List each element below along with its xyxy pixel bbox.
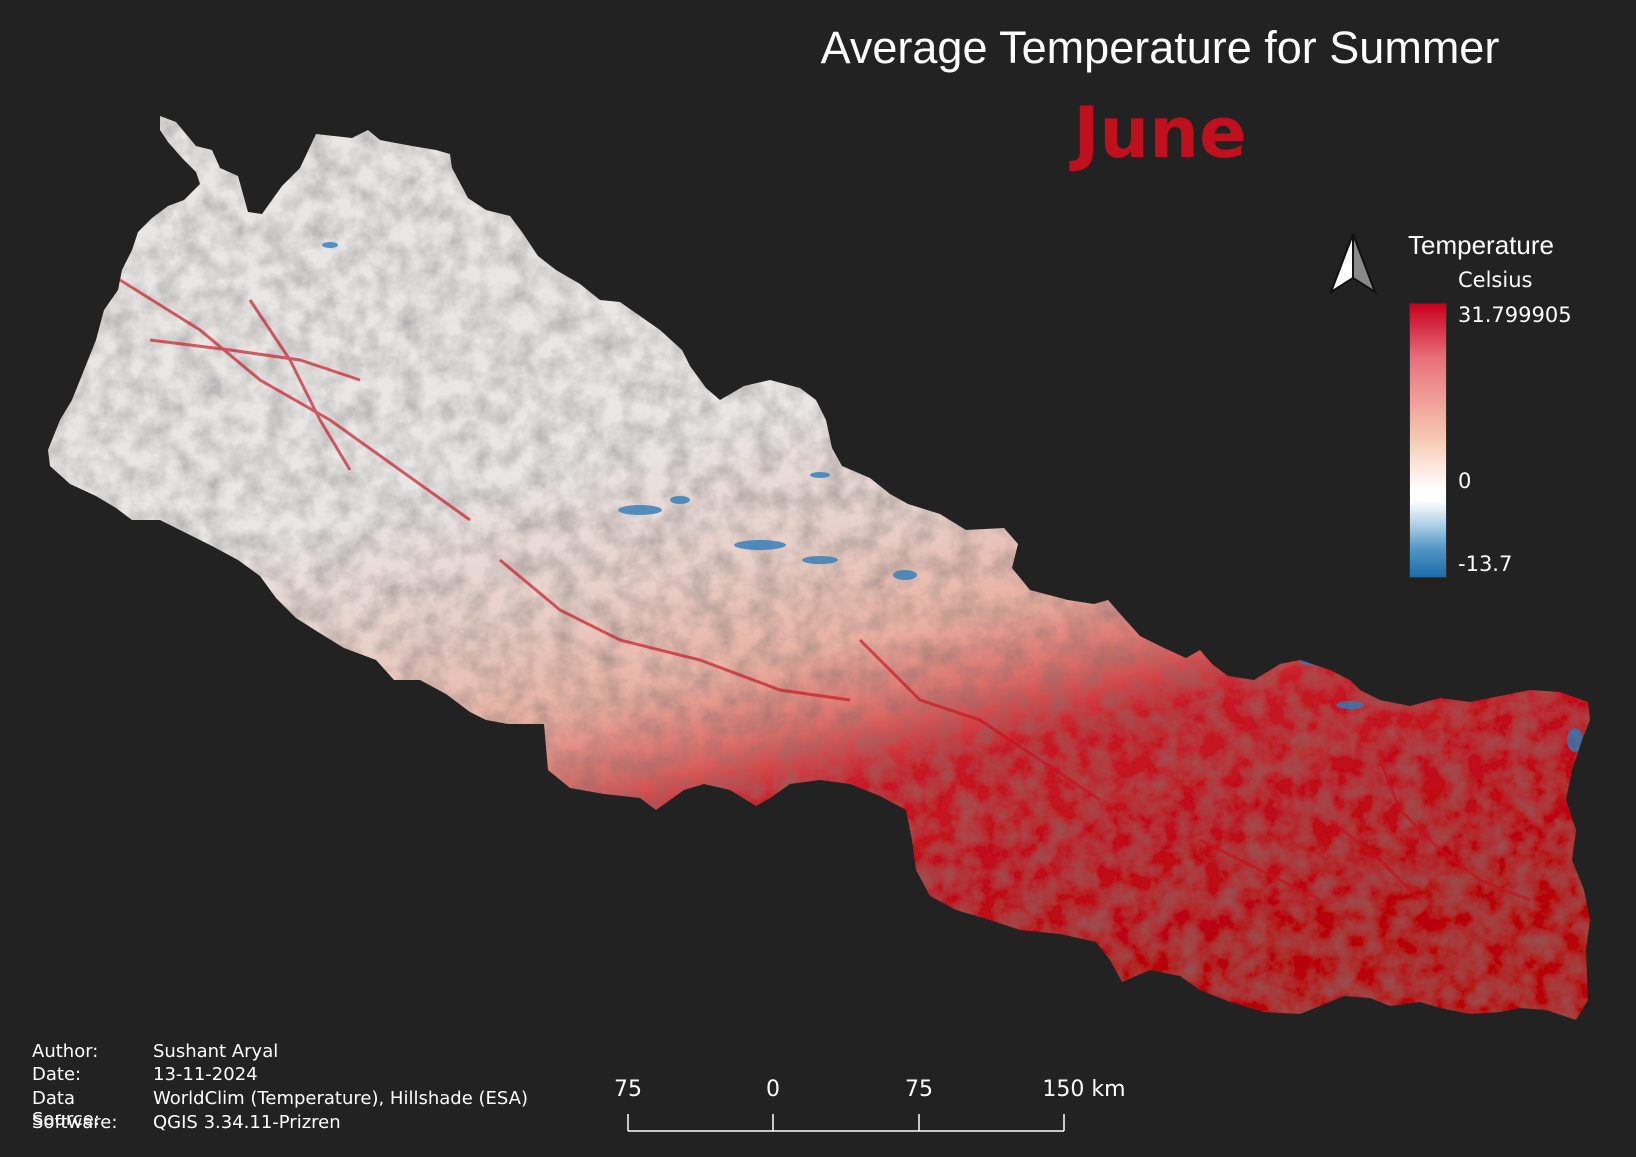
meta-date-value: 13-11-2024 (153, 1064, 258, 1085)
map-subtitle: June (1073, 92, 1247, 174)
scale-label-left: 75 (614, 1077, 642, 1102)
meta-software-value: QGIS 3.34.11-Prizren (153, 1112, 341, 1133)
meta-author-value: Sushant Aryal (153, 1041, 279, 1062)
legend-min-label: -13.7 (1458, 552, 1513, 576)
meta-author-key: Author: (32, 1041, 99, 1062)
legend-unit: Celsius (1458, 268, 1533, 292)
meta-source-key: Data Source: (32, 1088, 100, 1130)
legend-color-ramp (1409, 303, 1447, 578)
legend-max-label: 31.799905 (1458, 303, 1572, 327)
north-arrow-icon (1328, 233, 1378, 295)
map-title: Average Temperature for Summer (820, 22, 1500, 73)
scale-label-right: 150 km (1042, 1077, 1126, 1102)
meta-date-key: Date: (32, 1064, 82, 1085)
scale-label-mid: 75 (905, 1077, 933, 1102)
legend-mid-label: 0 (1458, 469, 1472, 493)
scale-bar (627, 1114, 1065, 1132)
legend-title: Temperature (1408, 230, 1554, 260)
meta-software-key: Software: (32, 1112, 118, 1133)
scale-label-zero: 0 (766, 1077, 780, 1102)
meta-source-value: WorldClim (Temperature), Hillshade (ESA) (153, 1088, 528, 1109)
